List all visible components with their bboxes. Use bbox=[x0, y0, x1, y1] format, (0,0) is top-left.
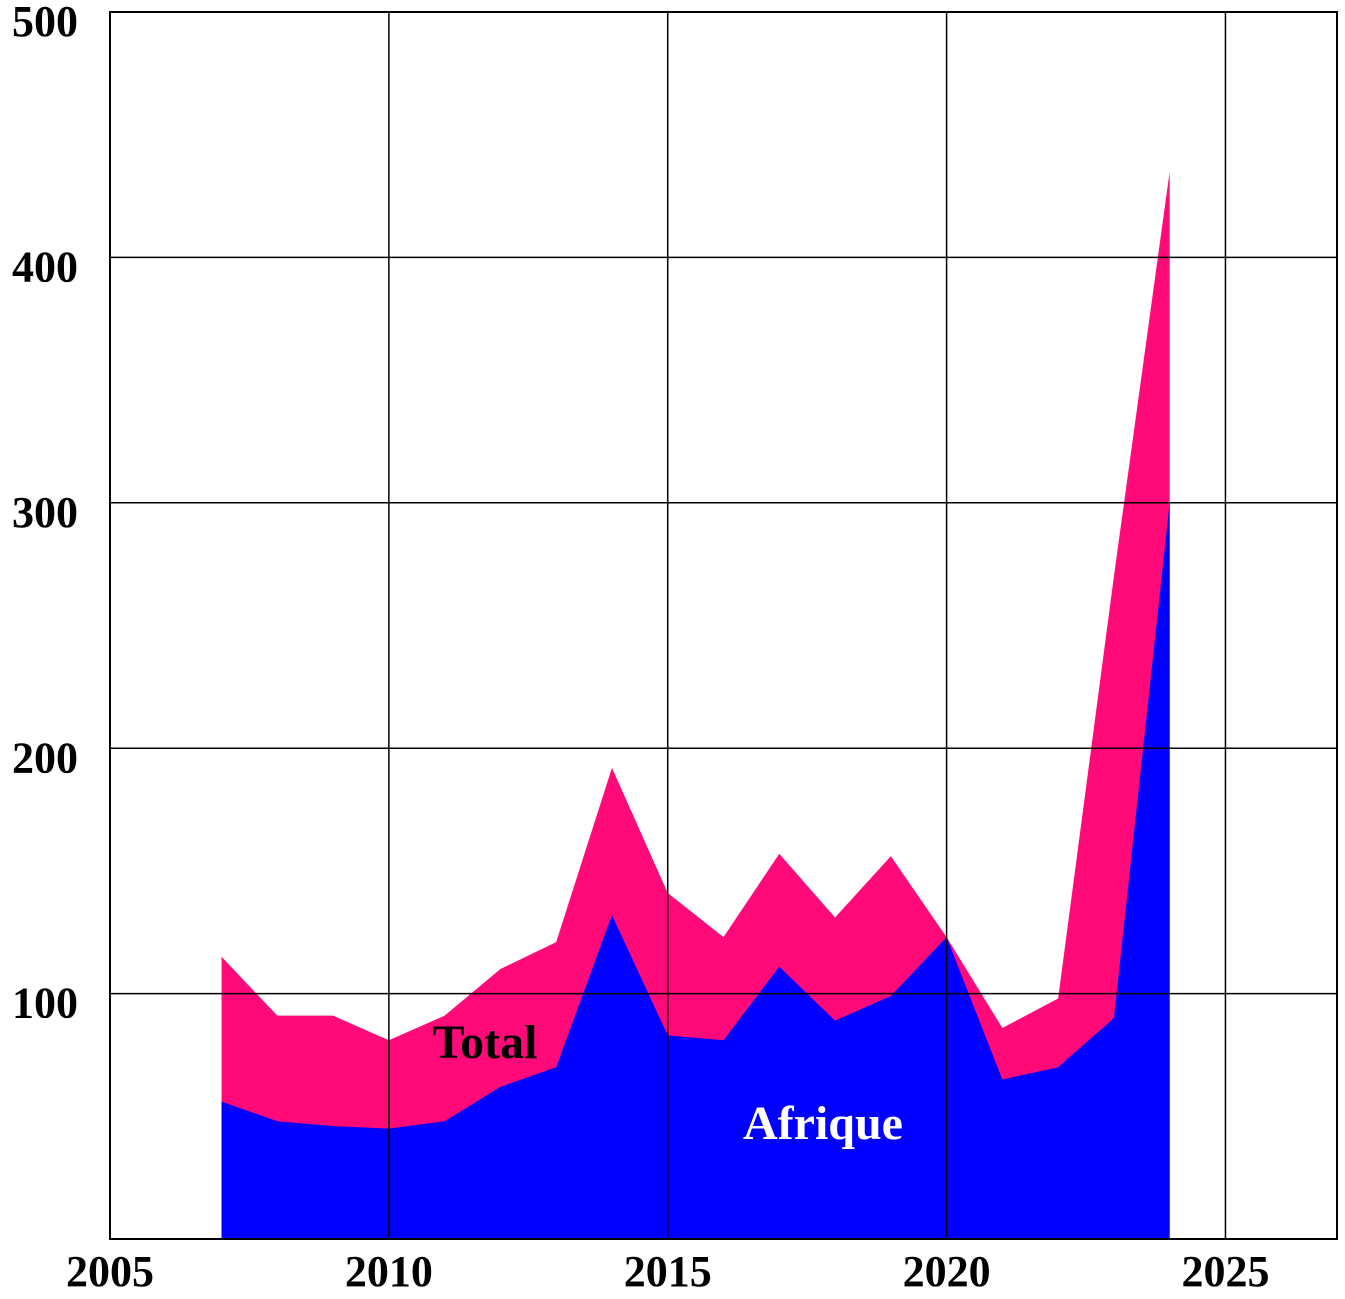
series-label: Total bbox=[433, 1016, 538, 1069]
x-tick-label: 2005 bbox=[66, 1247, 154, 1296]
x-tick-label: 2010 bbox=[345, 1247, 433, 1296]
area bbox=[221, 502, 1170, 1239]
y-tick-label: 500 bbox=[12, 0, 78, 46]
y-tick-label: 100 bbox=[12, 979, 78, 1028]
x-tick-label: 2025 bbox=[1181, 1247, 1269, 1296]
plot-frame bbox=[109, 11, 1338, 1240]
x-tick-label: 2020 bbox=[903, 1247, 991, 1296]
y-tick-label: 300 bbox=[12, 488, 78, 537]
y-tick-label: 400 bbox=[12, 242, 78, 291]
series-label: Afrique bbox=[743, 1097, 903, 1150]
y-tick-label: 200 bbox=[12, 733, 78, 782]
x-tick-label: 2015 bbox=[624, 1247, 712, 1296]
